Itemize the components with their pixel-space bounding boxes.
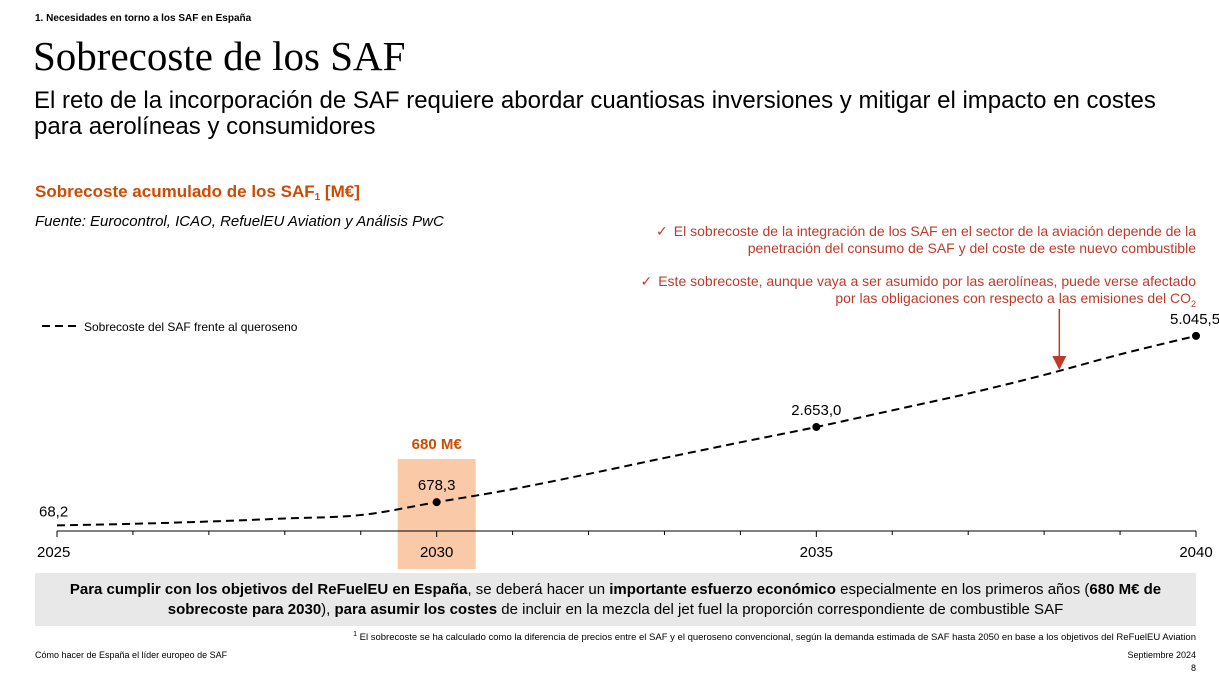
x-tick-label: 2030 xyxy=(420,544,453,561)
data-label: 2.653,0 xyxy=(791,402,841,419)
page-subtitle: El reto de la incorporación de SAF requi… xyxy=(34,87,1156,140)
highlight-label: 680 M€ xyxy=(412,436,463,453)
note-1-line-1-text: El sobrecoste de la integración de los S… xyxy=(673,223,1196,239)
highlight-band xyxy=(397,459,476,569)
data-point-marker xyxy=(1192,331,1200,340)
footnote: 1 El sobrecoste se ha calculado como la … xyxy=(353,631,1196,643)
check-icon: ✓ xyxy=(656,223,668,239)
note-1-line-1: ✓ El sobrecoste de la integración de los … xyxy=(656,223,1196,240)
note-1-line-2: penetración del consumo de SAF y del cos… xyxy=(747,240,1196,256)
chart-source: Fuente: Eurocontrol, ICAO, RefuelEU Avia… xyxy=(35,213,444,230)
x-tick-label: 2040 xyxy=(1179,544,1212,561)
note-2-line-2-text: por las obligaciones con respecto a las … xyxy=(835,290,1191,306)
data-label: 5.045,5 xyxy=(1170,311,1219,328)
legend-label: Sobrecoste del SAF frente al queroseno xyxy=(84,320,298,334)
conclusion-bold-4: para asumir los costes xyxy=(334,600,498,618)
note-2-line-1-text: Este sobrecoste, aunque vaya a ser asumi… xyxy=(658,273,1196,289)
footnote-text: El sobrecoste se ha calculado como la di… xyxy=(359,632,1196,644)
chart-title-footnote-marker: 1 xyxy=(314,192,321,203)
chart-title-text: Sobrecoste acumulado de los SAF xyxy=(35,182,315,201)
section-label: 1. Necesidades en torno a los SAF en Esp… xyxy=(35,13,252,24)
page-title: Sobrecoste de los SAF xyxy=(33,33,406,79)
footer-document-title: Cómo hacer de España el líder europeo de… xyxy=(35,650,228,660)
note-2: ✓ Este sobrecoste, aunque vaya a ser asum… xyxy=(640,273,1196,313)
note-1: ✓ El sobrecoste de la integración de los … xyxy=(656,223,1196,257)
arrow-head-icon xyxy=(1052,356,1067,370)
chart-title: Sobrecoste acumulado de los SAF1 [M€] xyxy=(35,182,360,203)
data-point-marker xyxy=(812,422,821,431)
x-tick-label: 2025 xyxy=(37,544,70,561)
chart-title-unit: [M€] xyxy=(324,182,360,201)
conclusion-text: Para cumplir con los objetivos del ReFue… xyxy=(49,580,1182,620)
data-label: 68,2 xyxy=(39,503,68,520)
conclusion-text-2: especialmente en los primeros años ( xyxy=(835,580,1090,598)
data-point-marker xyxy=(432,498,441,507)
conclusion-text-3: ), xyxy=(321,600,335,618)
conclusion-bold-3: 680 M€ de sobrecoste para 2030 xyxy=(167,580,1162,618)
data-label: 678,3 xyxy=(418,477,456,494)
conclusion-box: Para cumplir con los objetivos del ReFue… xyxy=(35,573,1196,626)
conclusion-text-4: de incluir en la mezcla del jet fuel la … xyxy=(497,600,1064,618)
co2-subscript: 2 xyxy=(1190,298,1196,309)
page-number: 8 xyxy=(1190,663,1196,673)
note-2-line-1: ✓ Este sobrecoste, aunque vaya a ser asum… xyxy=(640,273,1196,290)
footnote-marker: 1 xyxy=(353,631,358,638)
conclusion-bold-2: importante esfuerzo económico xyxy=(609,580,836,598)
check-icon: ✓ xyxy=(640,273,653,289)
conclusion-text-1: , se deberá hacer un xyxy=(467,580,610,598)
conclusion-bold-1: Para cumplir con los objetivos del ReFue… xyxy=(69,580,468,598)
x-tick-label: 2035 xyxy=(800,544,833,561)
footer-date: Septiembre 2024 xyxy=(1127,650,1196,660)
note-2-line-2: por las obligaciones con respecto a las … xyxy=(640,290,1196,313)
series-line xyxy=(56,334,1197,527)
